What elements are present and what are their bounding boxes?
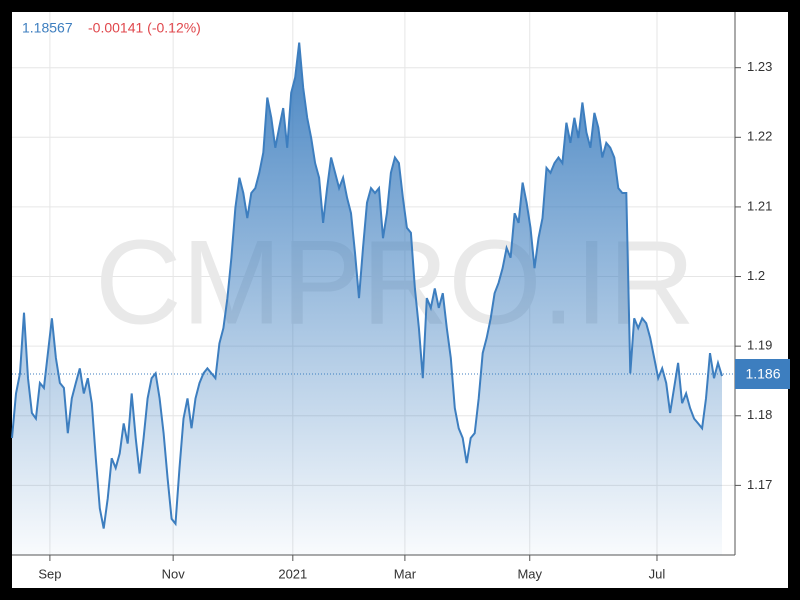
line — [11, 42, 723, 529]
y-tick-label: 1.22 — [747, 129, 772, 144]
y-tick-label: 1.17 — [747, 477, 772, 492]
x-tick-label: May — [517, 566, 542, 581]
x-tick-label: 2021 — [278, 566, 307, 581]
x-tick-label: Sep — [38, 566, 61, 581]
area — [12, 42, 722, 556]
y-tick-label: 1.18 — [747, 407, 772, 422]
y-tick-label: 1.21 — [747, 198, 772, 213]
y-tick-label: 1.2 — [747, 268, 765, 283]
y-tick-label: 1.23 — [747, 59, 772, 74]
plot — [11, 42, 735, 556]
price: 1.18567 — [22, 20, 73, 36]
price-change: -0.00141 (-0.12%) — [88, 20, 201, 36]
x-tick-label: Nov — [162, 566, 186, 581]
current-price-label: 1.186 — [745, 366, 780, 382]
current-price-box — [735, 359, 790, 389]
y-tick-label: 1.19 — [747, 338, 772, 353]
x-tick-label: Mar — [394, 566, 417, 581]
x-tick-label: Jul — [649, 566, 666, 581]
